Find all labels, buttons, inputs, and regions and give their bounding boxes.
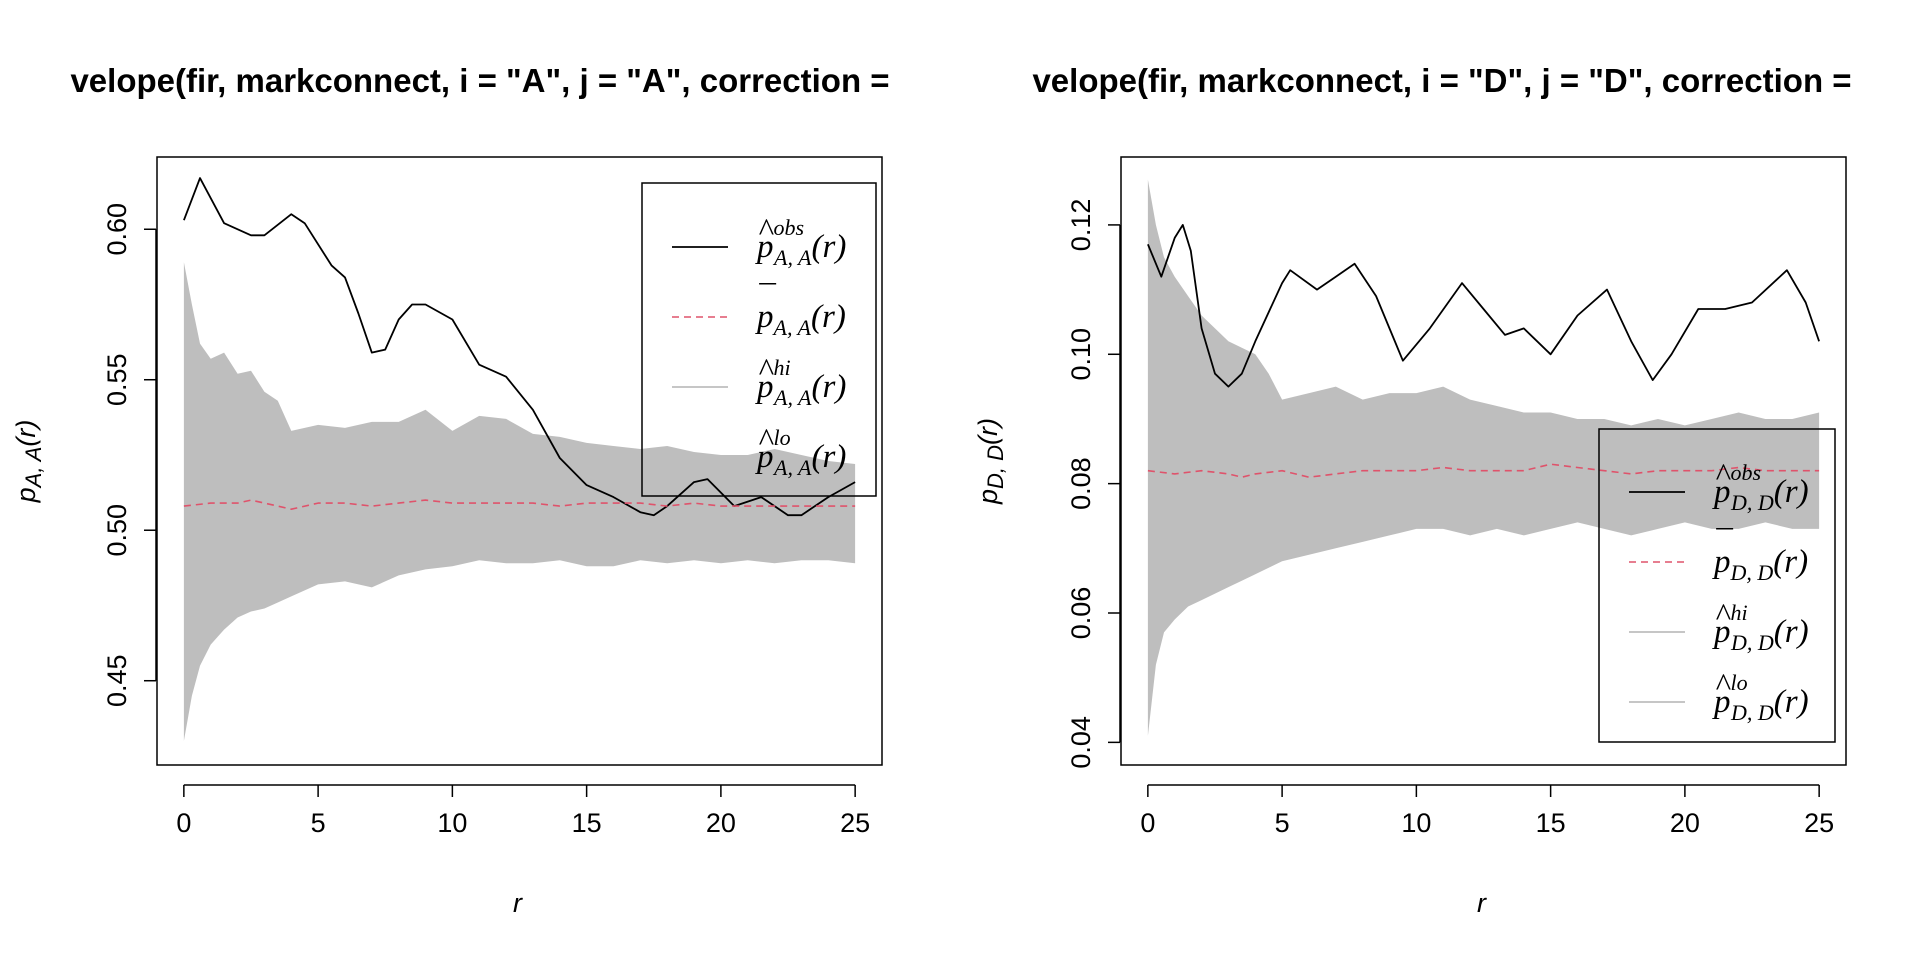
panel-D-D: velope(fir, markconnect, i = "D", j = "D… bbox=[973, 62, 1851, 918]
legend-box bbox=[1598, 428, 1836, 743]
legend-accent: ¯ bbox=[1714, 525, 1734, 561]
plot-frame bbox=[156, 156, 883, 766]
y-tick-label: 0.10 bbox=[1066, 328, 1096, 381]
y-axis: 0.45 0.50 0.55 0.60 pA, A(r) bbox=[11, 203, 157, 707]
envelope-band bbox=[1147, 179, 1820, 736]
x-tick-label: 20 bbox=[706, 808, 736, 838]
legend-entry: ^pobs A, A(r) bbox=[672, 213, 846, 270]
legend-accent: ^ bbox=[758, 423, 774, 459]
legend-label: pA, A(r) bbox=[755, 299, 846, 340]
legend-entry: ¯pD, D(r) bbox=[1629, 525, 1808, 585]
x-tick-label: 15 bbox=[1536, 808, 1566, 838]
y-tick-label: 0.50 bbox=[102, 504, 132, 557]
legend-accent: ^ bbox=[758, 353, 774, 389]
legend-entry: ^plo A, A(r) bbox=[672, 423, 846, 480]
legend-label: pobs A, A(r) bbox=[755, 215, 846, 270]
y-axis: 0.04 0.06 0.08 0.10 0.12 pD, D(r) bbox=[973, 199, 1121, 769]
legend-label: phi D, D(r) bbox=[1712, 600, 1809, 655]
y-tick-label: 0.06 bbox=[1066, 587, 1096, 640]
y-axis-label: pD, D(r) bbox=[973, 418, 1008, 505]
chart-title: velope(fir, markconnect, i = "D", j = "D… bbox=[1032, 62, 1851, 99]
x-axis: 0 5 10 15 20 25 r bbox=[176, 784, 870, 918]
legend-label: plo D, D(r) bbox=[1712, 670, 1809, 725]
legend-label: plo A, A(r) bbox=[755, 425, 846, 480]
x-tick-label: 10 bbox=[437, 808, 467, 838]
legend-accent: ^ bbox=[1715, 668, 1731, 704]
x-tick-label: 5 bbox=[1275, 808, 1290, 838]
panel-A-A: velope(fir, markconnect, i = "A", j = "A… bbox=[11, 62, 889, 918]
x-tick-label: 20 bbox=[1670, 808, 1700, 838]
y-tick-label: 0.04 bbox=[1066, 716, 1096, 769]
legend-box bbox=[641, 182, 877, 497]
series-line-theo bbox=[183, 499, 856, 511]
series-line-obs bbox=[183, 177, 856, 517]
x-tick-label: 10 bbox=[1401, 808, 1431, 838]
y-tick-label: 0.12 bbox=[1066, 199, 1096, 252]
legend-entry: ^plo D, D(r) bbox=[1629, 668, 1809, 725]
x-tick-label: 25 bbox=[840, 808, 870, 838]
x-tick-label: 25 bbox=[1804, 808, 1834, 838]
legend-entry: ^pobs D, D(r) bbox=[1629, 458, 1809, 515]
x-axis-label: r bbox=[1477, 888, 1487, 918]
legend-accent: ^ bbox=[758, 213, 774, 249]
y-tick-label: 0.55 bbox=[102, 353, 132, 406]
legend-label: pD, D(r) bbox=[1712, 544, 1808, 585]
legend-entry: ^phi D, D(r) bbox=[1629, 598, 1809, 655]
x-tick-label: 5 bbox=[311, 808, 326, 838]
legend-entry: ^phi A, A(r) bbox=[672, 353, 846, 410]
legend-accent: ^ bbox=[1715, 598, 1731, 634]
legend-label: pobs D, D(r) bbox=[1712, 460, 1809, 515]
x-tick-label: 15 bbox=[572, 808, 602, 838]
legend-accent: ¯ bbox=[757, 280, 777, 316]
y-axis-label: pA, A(r) bbox=[11, 420, 46, 504]
legend: ^pobs D, D(r)¯pD, D(r)^phi D, D(r)^plo D, D… bbox=[1598, 428, 1836, 743]
legend-entry: ¯pA, A(r) bbox=[672, 280, 846, 340]
series-line-theo bbox=[1147, 463, 1820, 479]
legend-label: phi A, A(r) bbox=[755, 355, 846, 410]
legend-accent: ^ bbox=[1715, 458, 1731, 494]
y-tick-label: 0.60 bbox=[102, 203, 132, 256]
plot-frame bbox=[1120, 156, 1847, 766]
series-line-obs bbox=[1147, 223, 1820, 388]
envelope-band bbox=[183, 262, 856, 741]
x-axis: 0 5 10 15 20 25 r bbox=[1140, 784, 1834, 918]
y-tick-label: 0.45 bbox=[102, 654, 132, 707]
chart-title: velope(fir, markconnect, i = "A", j = "A… bbox=[70, 62, 889, 99]
x-tick-label: 0 bbox=[1140, 808, 1155, 838]
y-tick-label: 0.08 bbox=[1066, 457, 1096, 510]
legend: ^pobs A, A(r)¯pA, A(r)^phi A, A(r)^plo A, A… bbox=[641, 182, 877, 497]
x-axis-label: r bbox=[513, 888, 523, 918]
x-tick-label: 0 bbox=[176, 808, 191, 838]
